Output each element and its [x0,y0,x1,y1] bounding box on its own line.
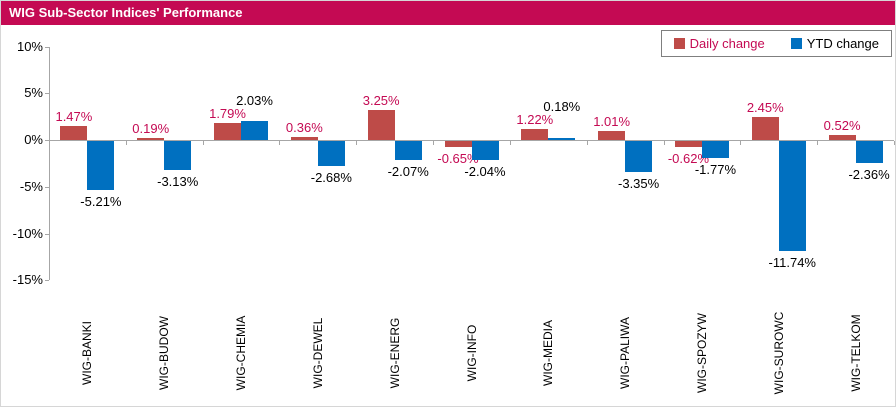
daily-value-label: -0.62% [667,150,710,166]
category-axis-tick [663,141,665,145]
legend-label-daily-change: Daily change [689,36,765,51]
daily-bar [137,138,165,140]
daily-value-label: 1.79% [209,106,246,122]
y-tick-label: -15% [12,272,43,288]
ytd-value-label: 0.18% [543,98,581,114]
category-label: WIG-ENERG [387,317,402,389]
ytd-bar [548,138,576,140]
ytd-change-swatch-icon [790,38,802,49]
ytd-bar [471,141,499,161]
ytd-bar [87,141,115,190]
category-label: WIG-BUDOW [157,316,172,390]
y-tick-label: 5% [24,85,43,101]
legend-label-ytd-change: YTD change [806,36,879,51]
category-axis-tick [125,141,127,145]
daily-value-label: 1.47% [55,109,93,125]
category-label: WIG-SUROWC [771,311,786,395]
chart-title-bar: WIG Sub-Sector Indices' Performance [1,1,895,25]
ytd-value-label: -11.74% [768,254,816,270]
category-axis-tick [509,141,511,145]
y-axis-tick [45,93,49,95]
ytd-value-label: -2.68% [310,170,352,186]
ytd-value-label: -2.07% [387,164,429,180]
category-label: WIG-MEDIA [541,320,556,386]
daily-value-label: 1.22% [516,111,554,127]
ytd-value-label: -2.04% [464,164,506,180]
ytd-value-label: -3.13% [157,174,199,190]
category-axis-tick [894,141,895,145]
category-label: WIG-INFO [464,324,479,382]
legend: Daily change YTD change [660,30,892,57]
legend-item-daily-change: Daily change [673,36,765,51]
ytd-bar [855,141,883,164]
y-tick-label: -10% [12,225,43,241]
daily-value-label: 1.01% [593,113,631,129]
daily-value-label: -0.65% [437,151,479,167]
daily-bar [751,117,779,140]
daily-value-label: 0.19% [132,121,170,137]
category-axis-tick [49,141,50,145]
category-label: WIG-BANKI [80,320,95,386]
category-axis-tick [586,141,588,145]
daily-value-label: 0.52% [823,118,861,134]
ytd-value-label: -3.35% [618,176,660,192]
daily-bar [214,123,242,140]
y-tick-label: 0% [24,132,43,147]
daily-bar [290,136,318,140]
ytd-bar [241,121,269,140]
daily-bar [674,141,702,147]
legend-item-ytd-change: YTD change [790,36,879,51]
category-label: WIG-TELKOM [848,314,863,392]
daily-bar [598,130,626,140]
ytd-bar [317,141,345,167]
ytd-value-label: -1.77% [694,161,737,177]
y-axis-line [49,46,50,281]
category-label: WIG-SPOZYW [694,313,709,393]
ytd-value-label: -5.21% [80,193,122,209]
category-label: WIG-PALIWA [618,317,633,389]
y-tick-label: -5% [19,178,43,194]
ytd-value-label: 2.03% [236,93,273,109]
category-axis-tick [356,141,358,145]
category-axis-tick [433,141,435,145]
category-label: WIG-DEWEL [310,317,325,389]
daily-value-label: 2.45% [746,100,784,116]
daily-bar [367,109,395,140]
ytd-bar [778,141,806,251]
daily-bar [60,126,88,140]
y-axis-tick [45,280,49,282]
ytd-bar [164,141,192,171]
page-title: WIG Sub-Sector Indices' Performance [9,5,243,20]
daily-change-swatch-icon [673,38,685,49]
daily-bar [828,135,856,140]
category-axis-tick [279,141,281,145]
daily-value-label: 0.36% [285,119,323,135]
category-axis-tick [740,141,742,145]
category-label: WIG-CHEMIA [234,315,249,391]
x-axis-line [49,140,894,141]
category-axis-tick [202,141,204,145]
daily-value-label: 3.25% [362,92,400,108]
y-axis-tick [45,233,49,235]
ytd-bar [394,141,422,161]
ytd-bar [625,141,653,173]
category-axis-tick [817,141,819,145]
ytd-bar [701,141,729,158]
ytd-value-label: -2.36% [848,167,890,183]
y-axis-tick [45,186,49,188]
y-axis-tick [45,46,49,48]
daily-bar [444,141,472,148]
y-tick-label: 10% [16,38,43,54]
daily-bar [521,128,549,140]
y-axis-tick [45,140,49,141]
